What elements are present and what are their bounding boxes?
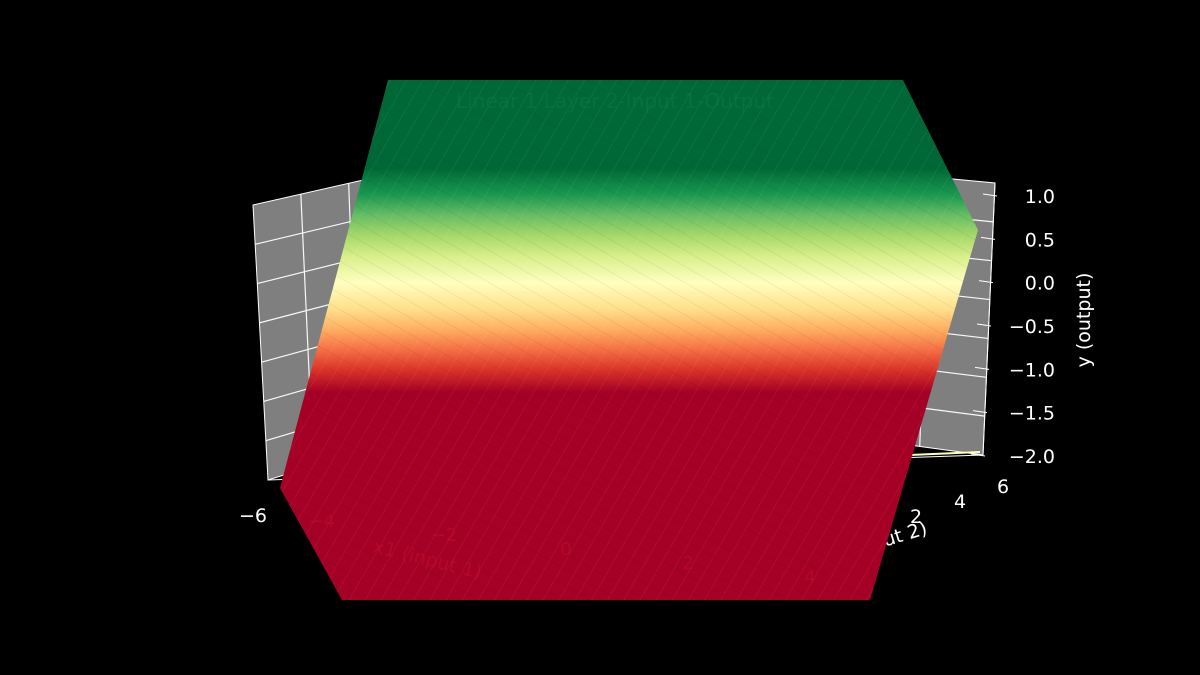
z-axis-ticks: 1.0 0.5 0.0 −0.5 −1.0 −1.5 −2.0 — [970, 186, 1055, 468]
y-tick-label-4: 4 — [954, 491, 966, 513]
floor-contour — [909, 451, 981, 456]
y-tick-label-6: 6 — [997, 476, 1009, 498]
surface-mesh — [280, 80, 978, 600]
x-tick-label: −4 — [309, 511, 336, 532]
y-tick-label-2: 2 — [910, 506, 922, 528]
z-tick-label: −2.0 — [1009, 446, 1055, 468]
z-tick-label: 0.0 — [1025, 273, 1055, 295]
x-tick-label: 2 — [682, 553, 693, 574]
z-axis-label: y (output) — [1073, 273, 1095, 368]
chart-title: Linear 1 Layer 2-Input 1-Output — [456, 89, 774, 113]
z-tick-label: 1.0 — [1025, 186, 1055, 208]
x-tick-label: 4 — [804, 567, 815, 588]
z-tick-label: −1.0 — [1009, 359, 1055, 381]
z-axis-line — [982, 182, 996, 456]
z-tick-mark — [976, 323, 992, 327]
z-tick-mark — [982, 193, 998, 197]
x-axis-ticks: −4 −2 0 2 4 — [309, 511, 816, 588]
x-tick-label-min: −6 — [239, 505, 267, 527]
z-tick-mark — [970, 453, 986, 457]
z-tick-label: −1.5 — [1009, 403, 1055, 425]
z-tick-label: 0.5 — [1025, 229, 1055, 251]
z-tick-mark — [972, 410, 988, 414]
x-tick-label: 0 — [560, 539, 571, 560]
z-tick-mark — [974, 366, 990, 370]
x-tick-label: −2 — [431, 525, 458, 546]
z-tick-label: −0.5 — [1009, 316, 1055, 338]
z-tick-mark — [980, 236, 996, 240]
z-tick-mark — [978, 280, 994, 284]
